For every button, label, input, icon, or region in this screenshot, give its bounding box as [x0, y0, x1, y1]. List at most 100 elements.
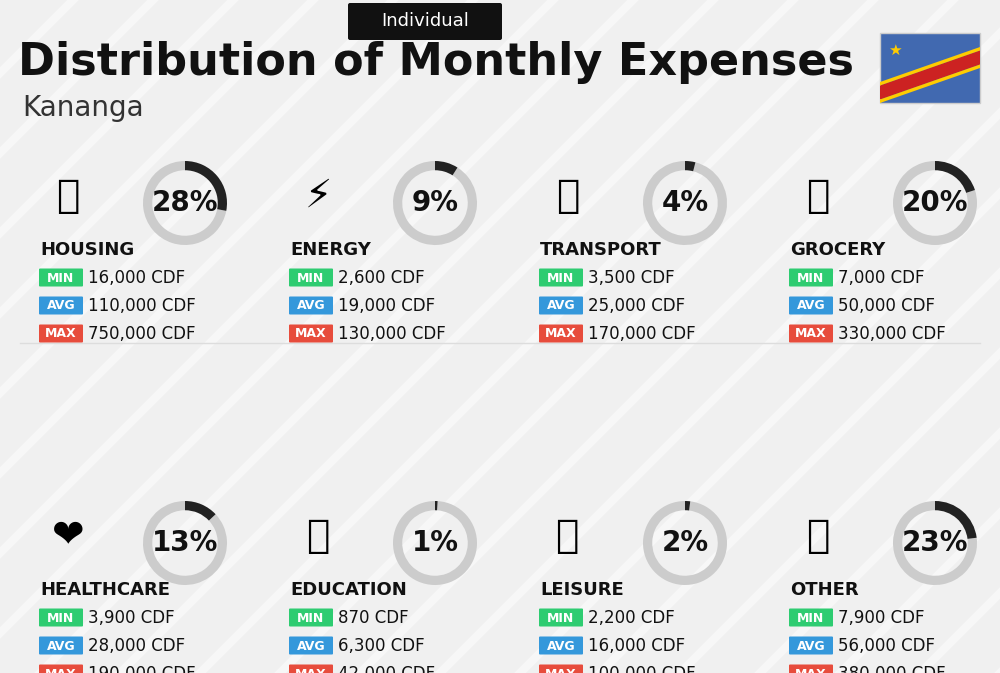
Wedge shape: [893, 161, 977, 245]
Wedge shape: [143, 161, 226, 245]
Text: 🏢: 🏢: [56, 177, 80, 215]
Text: AVG: AVG: [47, 639, 75, 653]
Text: 3,900 CDF: 3,900 CDF: [88, 609, 175, 627]
Wedge shape: [685, 501, 690, 511]
Text: 330,000 CDF: 330,000 CDF: [838, 325, 946, 343]
Text: 2%: 2%: [661, 529, 709, 557]
Text: AVG: AVG: [797, 299, 825, 312]
Text: 28%: 28%: [152, 189, 218, 217]
FancyBboxPatch shape: [789, 637, 833, 655]
Text: MIN: MIN: [797, 271, 825, 285]
Text: 13%: 13%: [152, 529, 218, 557]
Text: 110,000 CDF: 110,000 CDF: [88, 297, 196, 315]
FancyBboxPatch shape: [39, 664, 83, 673]
Text: 23%: 23%: [902, 529, 968, 557]
Text: 380,000 CDF: 380,000 CDF: [838, 665, 946, 673]
Text: 6,300 CDF: 6,300 CDF: [338, 637, 425, 655]
Text: MAX: MAX: [45, 328, 77, 341]
FancyBboxPatch shape: [789, 324, 833, 343]
Wedge shape: [185, 501, 216, 521]
FancyBboxPatch shape: [289, 269, 333, 287]
Text: 4%: 4%: [661, 189, 709, 217]
Text: MAX: MAX: [545, 328, 577, 341]
Text: 16,000 CDF: 16,000 CDF: [588, 637, 685, 655]
Text: ENERGY: ENERGY: [290, 241, 371, 259]
FancyBboxPatch shape: [39, 269, 83, 287]
Text: AVG: AVG: [797, 639, 825, 653]
Text: AVG: AVG: [297, 639, 325, 653]
FancyBboxPatch shape: [289, 608, 333, 627]
Text: 16,000 CDF: 16,000 CDF: [88, 269, 185, 287]
Text: 🎓: 🎓: [306, 517, 330, 555]
Text: 🛒: 🛒: [806, 177, 830, 215]
Wedge shape: [393, 501, 477, 585]
Text: 2,600 CDF: 2,600 CDF: [338, 269, 425, 287]
Text: Kananga: Kananga: [22, 94, 144, 122]
Text: LEISURE: LEISURE: [540, 581, 624, 599]
Text: Distribution of Monthly Expenses: Distribution of Monthly Expenses: [18, 42, 854, 85]
FancyBboxPatch shape: [789, 664, 833, 673]
FancyBboxPatch shape: [39, 608, 83, 627]
Text: OTHER: OTHER: [790, 581, 859, 599]
Text: AVG: AVG: [47, 299, 75, 312]
Wedge shape: [643, 501, 727, 585]
FancyBboxPatch shape: [348, 3, 502, 40]
Text: 20%: 20%: [902, 189, 968, 217]
Text: MIN: MIN: [297, 271, 325, 285]
Polygon shape: [880, 47, 980, 85]
FancyBboxPatch shape: [289, 664, 333, 673]
Text: MIN: MIN: [47, 271, 75, 285]
Text: 25,000 CDF: 25,000 CDF: [588, 297, 685, 315]
Text: 🚌: 🚌: [556, 177, 580, 215]
Text: MIN: MIN: [47, 612, 75, 625]
Text: 56,000 CDF: 56,000 CDF: [838, 637, 935, 655]
Text: 2,200 CDF: 2,200 CDF: [588, 609, 675, 627]
FancyBboxPatch shape: [539, 297, 583, 314]
Text: HOUSING: HOUSING: [40, 241, 134, 259]
Text: Individual: Individual: [381, 12, 469, 30]
FancyBboxPatch shape: [789, 269, 833, 287]
Text: 9%: 9%: [412, 189, 458, 217]
FancyBboxPatch shape: [539, 324, 583, 343]
Text: 750,000 CDF: 750,000 CDF: [88, 325, 196, 343]
FancyBboxPatch shape: [289, 637, 333, 655]
Text: 7,000 CDF: 7,000 CDF: [838, 269, 924, 287]
Text: MAX: MAX: [795, 668, 827, 673]
Wedge shape: [643, 161, 727, 245]
Text: 19,000 CDF: 19,000 CDF: [338, 297, 435, 315]
Text: ★: ★: [888, 43, 902, 58]
Wedge shape: [435, 161, 458, 176]
Polygon shape: [880, 50, 980, 100]
Text: MIN: MIN: [297, 612, 325, 625]
Text: ❤️: ❤️: [52, 517, 84, 555]
Text: AVG: AVG: [297, 299, 325, 312]
Wedge shape: [393, 161, 477, 245]
Text: MIN: MIN: [547, 271, 575, 285]
Text: 170,000 CDF: 170,000 CDF: [588, 325, 696, 343]
Text: MAX: MAX: [545, 668, 577, 673]
FancyBboxPatch shape: [789, 297, 833, 314]
Wedge shape: [935, 161, 975, 193]
Text: AVG: AVG: [547, 639, 575, 653]
Text: GROCERY: GROCERY: [790, 241, 885, 259]
FancyBboxPatch shape: [789, 608, 833, 627]
FancyBboxPatch shape: [539, 608, 583, 627]
Text: MAX: MAX: [795, 328, 827, 341]
FancyBboxPatch shape: [39, 324, 83, 343]
Text: 1%: 1%: [412, 529, 458, 557]
Wedge shape: [935, 501, 977, 539]
Text: HEALTHCARE: HEALTHCARE: [40, 581, 170, 599]
FancyBboxPatch shape: [39, 297, 83, 314]
Wedge shape: [685, 161, 695, 171]
Text: 7,900 CDF: 7,900 CDF: [838, 609, 924, 627]
Wedge shape: [143, 501, 227, 585]
FancyBboxPatch shape: [539, 637, 583, 655]
FancyBboxPatch shape: [39, 637, 83, 655]
Polygon shape: [880, 65, 980, 103]
Text: MAX: MAX: [295, 668, 327, 673]
Text: 42,000 CDF: 42,000 CDF: [338, 665, 435, 673]
Wedge shape: [185, 161, 227, 211]
Text: 3,500 CDF: 3,500 CDF: [588, 269, 675, 287]
Text: MAX: MAX: [45, 668, 77, 673]
Text: 🛍️: 🛍️: [556, 517, 580, 555]
